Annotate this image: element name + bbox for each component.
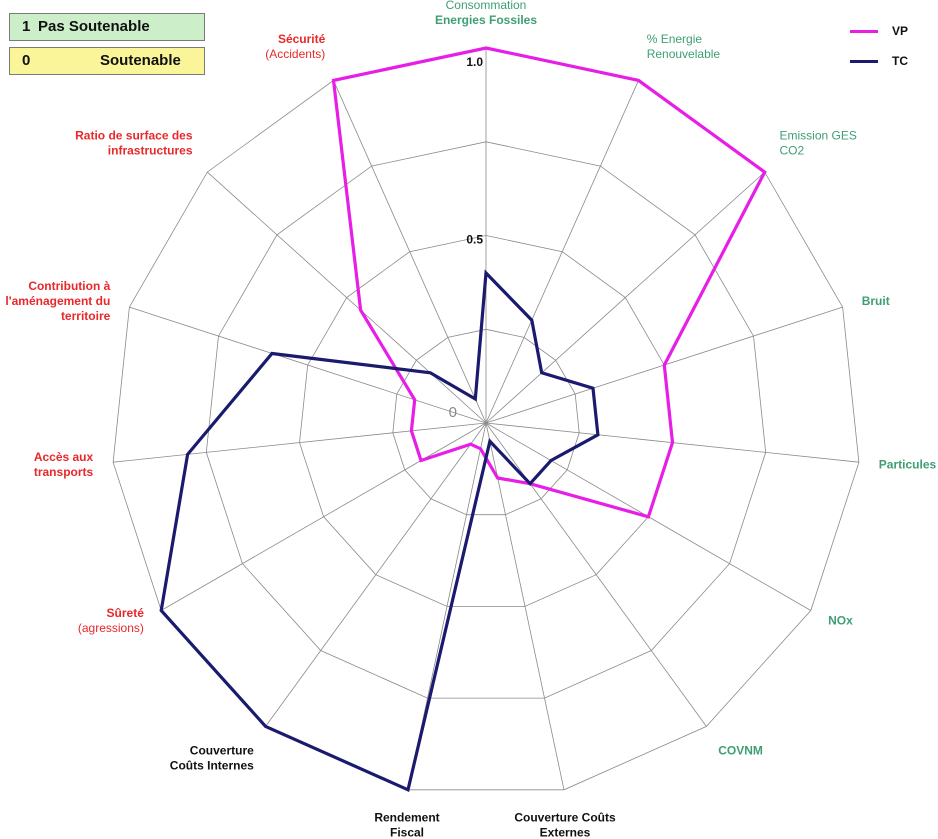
legend-box-number: 0 <box>22 52 31 69</box>
series-legend-tc: TC <box>850 54 908 68</box>
grid-ring-3 <box>205 141 767 699</box>
axis-label-7: Couverture Coûts Externes <box>514 810 616 839</box>
spoke-7 <box>485 422 565 790</box>
spoke-6 <box>485 422 707 727</box>
axis-label-8: Rendement Fiscal <box>374 810 439 839</box>
axis-label-line: Coûts Internes <box>170 759 254 773</box>
axis-label-line: COVNM <box>718 744 763 758</box>
axis-label-line: CO2 <box>780 144 805 158</box>
axis-label-line: Sûreté <box>107 606 145 620</box>
legend-box-soutenable: 0 Soutenable <box>9 47 205 75</box>
axis-label-line: Consommation <box>446 0 527 12</box>
spoke-1 <box>485 80 639 424</box>
scale-label-1: 0.5 <box>466 233 483 247</box>
legend-swatch-vp <box>850 30 878 34</box>
axis-label-10: Sûreté (agressions) <box>78 606 144 635</box>
axis-label-line: infrastructures <box>108 144 193 158</box>
scale-labels: 0 0.5 1.0 <box>449 55 484 421</box>
axis-label-line: territoire <box>61 309 111 323</box>
spoke-13 <box>207 171 487 424</box>
grid-ring-1 <box>392 328 580 516</box>
axis-label-line: Emission GES <box>780 129 857 143</box>
axis-label-line: Externes <box>540 825 591 839</box>
axis-label-5: NOx <box>828 614 853 628</box>
series-legend-vp: VP <box>850 24 908 38</box>
axis-label-line: Bruit <box>862 294 890 308</box>
axis-label-line: Energies Fossiles <box>435 13 537 27</box>
series-line-vp <box>331 46 767 519</box>
axis-label-line: Sécurité <box>278 32 326 46</box>
axis-label-line: Rendement <box>374 810 439 824</box>
legend-label-tc: TC <box>892 54 908 68</box>
spoke-10 <box>161 422 487 611</box>
legend-swatch-tc <box>850 60 878 64</box>
axis-label-line: Renouvelable <box>647 47 721 61</box>
axis-label-2: Emission GES CO2 <box>780 129 857 158</box>
scale-label-0: 0 <box>449 404 457 421</box>
scale-label-2: 1.0 <box>466 55 483 69</box>
grid-ring-2 <box>299 235 673 607</box>
axis-label-line: Contribution à <box>28 279 110 293</box>
axis-label-14: Sécurité (Accidents) <box>265 32 325 61</box>
axis-label-line: Accès aux <box>34 450 94 464</box>
spoke-14 <box>333 80 487 424</box>
radar-series <box>159 46 767 793</box>
legend-box-pas-soutenable: 1 Pas Soutenable <box>9 13 205 41</box>
axis-label-4: Particules <box>879 457 937 471</box>
axis-label-line: Couverture <box>190 744 254 758</box>
series-line-tc <box>159 269 600 793</box>
axis-label-line: Fiscal <box>390 825 424 839</box>
axis-label-line: NOx <box>828 614 853 628</box>
legend-box-text: Pas Soutenable <box>38 18 150 35</box>
radar-grid <box>112 47 860 791</box>
spoke-9 <box>265 422 487 727</box>
axis-label-0: Consommation Energies Fossiles <box>435 0 537 27</box>
axis-labels: Consommation Energies Fossiles% Energie Re… <box>5 0 936 839</box>
legend-box-number: 1 <box>22 18 31 35</box>
axis-label-line: Couverture Coûts <box>514 810 616 824</box>
spoke-11 <box>113 422 487 463</box>
axis-label-line: transports <box>34 465 94 479</box>
axis-label-line: (agressions) <box>78 621 144 635</box>
axis-label-12: Contribution à l'aménagement du territoire <box>5 279 110 323</box>
spoke-2 <box>485 171 765 424</box>
axis-label-3: Bruit <box>862 294 890 308</box>
axis-label-1: % Energie Renouvelable <box>647 32 721 61</box>
axis-label-line: Particules <box>879 457 937 471</box>
axis-label-line: (Accidents) <box>265 47 325 61</box>
axis-label-11: Accès aux transports <box>34 450 94 479</box>
grid-ring-4 <box>112 47 860 791</box>
axis-label-line: % Energie <box>647 32 703 46</box>
spoke-12 <box>129 306 487 424</box>
axis-label-9: Couverture Coûts Internes <box>170 744 254 773</box>
axis-label-line: Ratio de surface des <box>75 129 193 143</box>
axis-label-line: l'aménagement du <box>5 294 110 308</box>
axis-label-6: COVNM <box>718 744 763 758</box>
axis-label-13: Ratio de surface des infrastructures <box>75 129 193 158</box>
legend-box-text: Soutenable <box>100 52 181 69</box>
legend-label-vp: VP <box>892 24 909 38</box>
